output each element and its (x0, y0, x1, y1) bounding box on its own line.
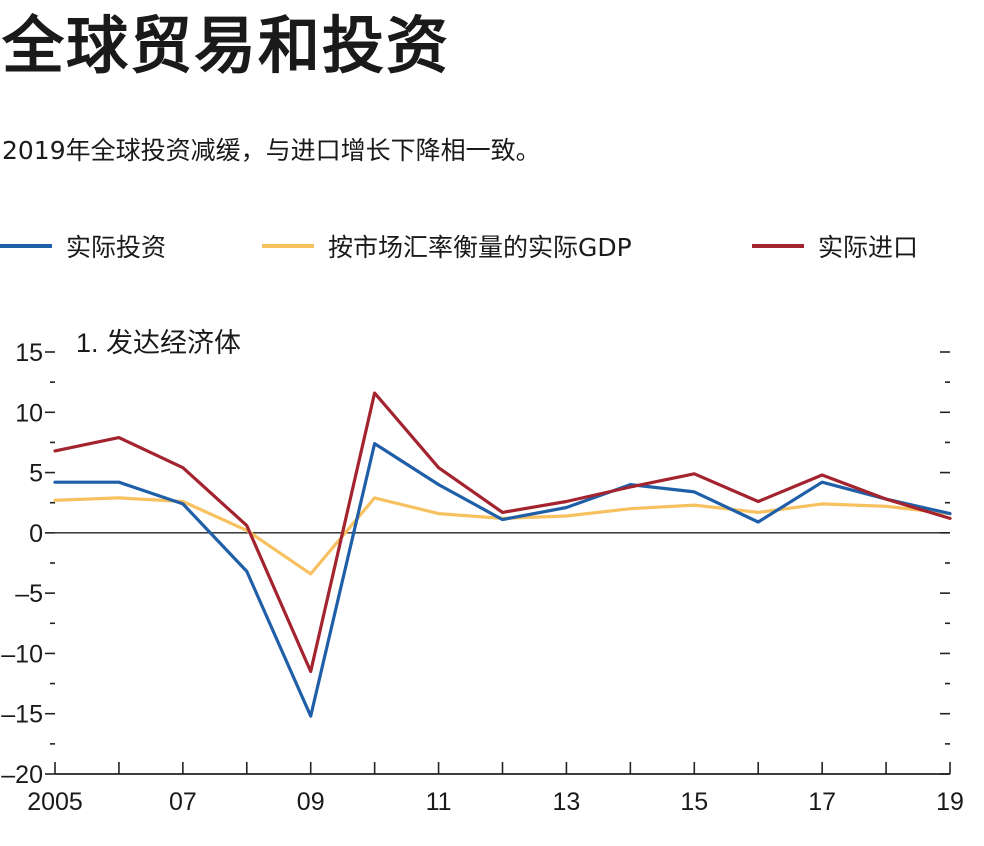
series-line-investment (53, 442, 952, 718)
x-tick-label: 09 (297, 788, 325, 816)
legend-swatch-imports (752, 244, 804, 248)
legend-label-imports: 实际进口 (818, 233, 919, 262)
x-tick-label: 15 (680, 788, 708, 816)
page-subtitle: 2019年全球投资减缓，与进口增长下降相一致。 (2, 136, 541, 165)
panel-title: 1. 发达经济体 (76, 328, 241, 358)
y-tick-label: –20 (1, 761, 43, 789)
y-tick-label: –10 (1, 640, 43, 668)
y-tick-label: 10 (15, 399, 43, 427)
legend-label-investment: 实际投资 (66, 233, 167, 262)
y-tick-label: 5 (29, 460, 43, 488)
x-tick-label: 07 (169, 788, 197, 816)
y-tick-label: –15 (1, 701, 43, 729)
y-tick-label: 0 (29, 520, 43, 548)
page-title: 全球贸易和投资 (2, 9, 451, 82)
chart-legend: 实际投资 按市场汇率衡量的实际GDP 实际进口 (0, 226, 984, 266)
y-tick-label: 15 (15, 339, 43, 367)
x-tick-label: 13 (553, 788, 581, 816)
legend-swatch-gdp (262, 244, 314, 248)
x-tick-label: 2005 (27, 788, 83, 816)
legend-item-imports: 实际进口 (752, 226, 918, 266)
legend-item-investment: 实际投资 (0, 226, 166, 266)
x-tick-label: 17 (808, 788, 836, 816)
x-tick-label: 11 (426, 788, 452, 816)
legend-label-gdp: 按市场汇率衡量的实际GDP (328, 233, 632, 262)
series-line-imports (53, 391, 952, 674)
legend-swatch-investment (0, 244, 52, 248)
legend-item-gdp: 按市场汇率衡量的实际GDP (262, 226, 632, 266)
y-tick-label: –5 (15, 580, 43, 608)
x-tick-label: 19 (936, 788, 964, 816)
